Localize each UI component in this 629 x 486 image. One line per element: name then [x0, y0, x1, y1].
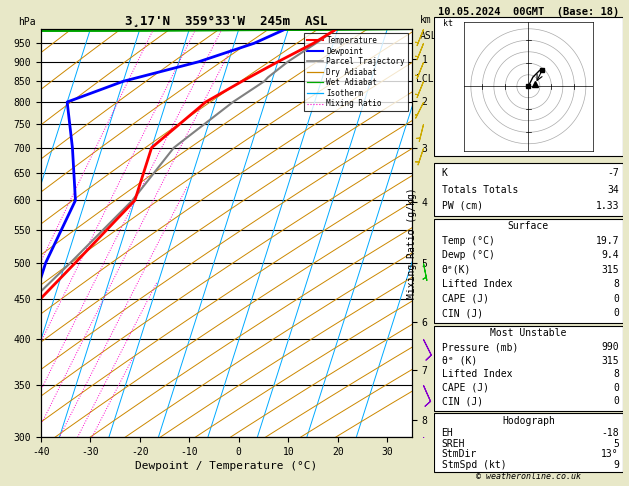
Text: SREH: SREH: [442, 438, 465, 449]
Text: 9: 9: [613, 460, 619, 469]
Text: Lifted Index: Lifted Index: [442, 369, 512, 379]
Text: Lifted Index: Lifted Index: [442, 279, 512, 289]
Text: LCL: LCL: [416, 74, 433, 84]
Bar: [434, 17, 623, 156]
Text: CIN (J): CIN (J): [442, 309, 482, 318]
Text: CAPE (J): CAPE (J): [442, 294, 489, 304]
Text: CIN (J): CIN (J): [442, 397, 482, 406]
Text: 34: 34: [607, 185, 619, 194]
Text: StmSpd (kt): StmSpd (kt): [442, 460, 506, 469]
Text: hPa: hPa: [19, 17, 36, 27]
Text: Hodograph: Hodograph: [502, 416, 555, 426]
Text: 8: 8: [613, 369, 619, 379]
Text: © weatheronline.co.uk: © weatheronline.co.uk: [476, 472, 581, 481]
Bar: [434, 413, 623, 472]
Text: 9.4: 9.4: [601, 250, 619, 260]
Text: 5: 5: [613, 438, 619, 449]
Text: 315: 315: [601, 265, 619, 275]
Text: 0: 0: [613, 397, 619, 406]
Text: CAPE (J): CAPE (J): [442, 383, 489, 393]
Text: 10.05.2024  00GMT  (Base: 18): 10.05.2024 00GMT (Base: 18): [438, 7, 619, 17]
Text: -18: -18: [601, 428, 619, 438]
Text: θᵉ(K): θᵉ(K): [442, 265, 471, 275]
Text: 13°: 13°: [601, 449, 619, 459]
Text: 0: 0: [613, 309, 619, 318]
Text: Surface: Surface: [508, 221, 549, 231]
Text: ASL: ASL: [420, 31, 437, 41]
Text: Pressure (mb): Pressure (mb): [442, 342, 518, 352]
Text: θᵉ (K): θᵉ (K): [442, 356, 477, 365]
X-axis label: Dewpoint / Temperature (°C): Dewpoint / Temperature (°C): [135, 461, 318, 471]
Text: Temp (°C): Temp (°C): [442, 236, 494, 245]
Text: Dewp (°C): Dewp (°C): [442, 250, 494, 260]
Text: 990: 990: [601, 342, 619, 352]
Text: kt: kt: [443, 19, 454, 29]
Text: PW (cm): PW (cm): [442, 201, 482, 211]
Text: 0: 0: [613, 383, 619, 393]
Text: 8: 8: [613, 279, 619, 289]
Legend: Temperature, Dewpoint, Parcel Trajectory, Dry Adiabat, Wet Adiabat, Isotherm, Mi: Temperature, Dewpoint, Parcel Trajectory…: [304, 33, 408, 111]
Bar: [434, 219, 623, 323]
Text: Totals Totals: Totals Totals: [442, 185, 518, 194]
Text: 315: 315: [601, 356, 619, 365]
Text: 19.7: 19.7: [596, 236, 619, 245]
Text: Most Unstable: Most Unstable: [490, 328, 567, 338]
Text: K: K: [442, 168, 447, 178]
Text: 0: 0: [613, 294, 619, 304]
Bar: [434, 163, 623, 216]
Text: 1.33: 1.33: [596, 201, 619, 211]
Text: -7: -7: [607, 168, 619, 178]
Title: 3¸17'N  359°33'W  245m  ASL: 3¸17'N 359°33'W 245m ASL: [125, 15, 328, 28]
Text: Mixing Ratio (g/kg): Mixing Ratio (g/kg): [407, 187, 417, 299]
Bar: [434, 326, 623, 411]
Text: km: km: [420, 15, 431, 25]
Text: StmDir: StmDir: [442, 449, 477, 459]
Text: EH: EH: [442, 428, 454, 438]
